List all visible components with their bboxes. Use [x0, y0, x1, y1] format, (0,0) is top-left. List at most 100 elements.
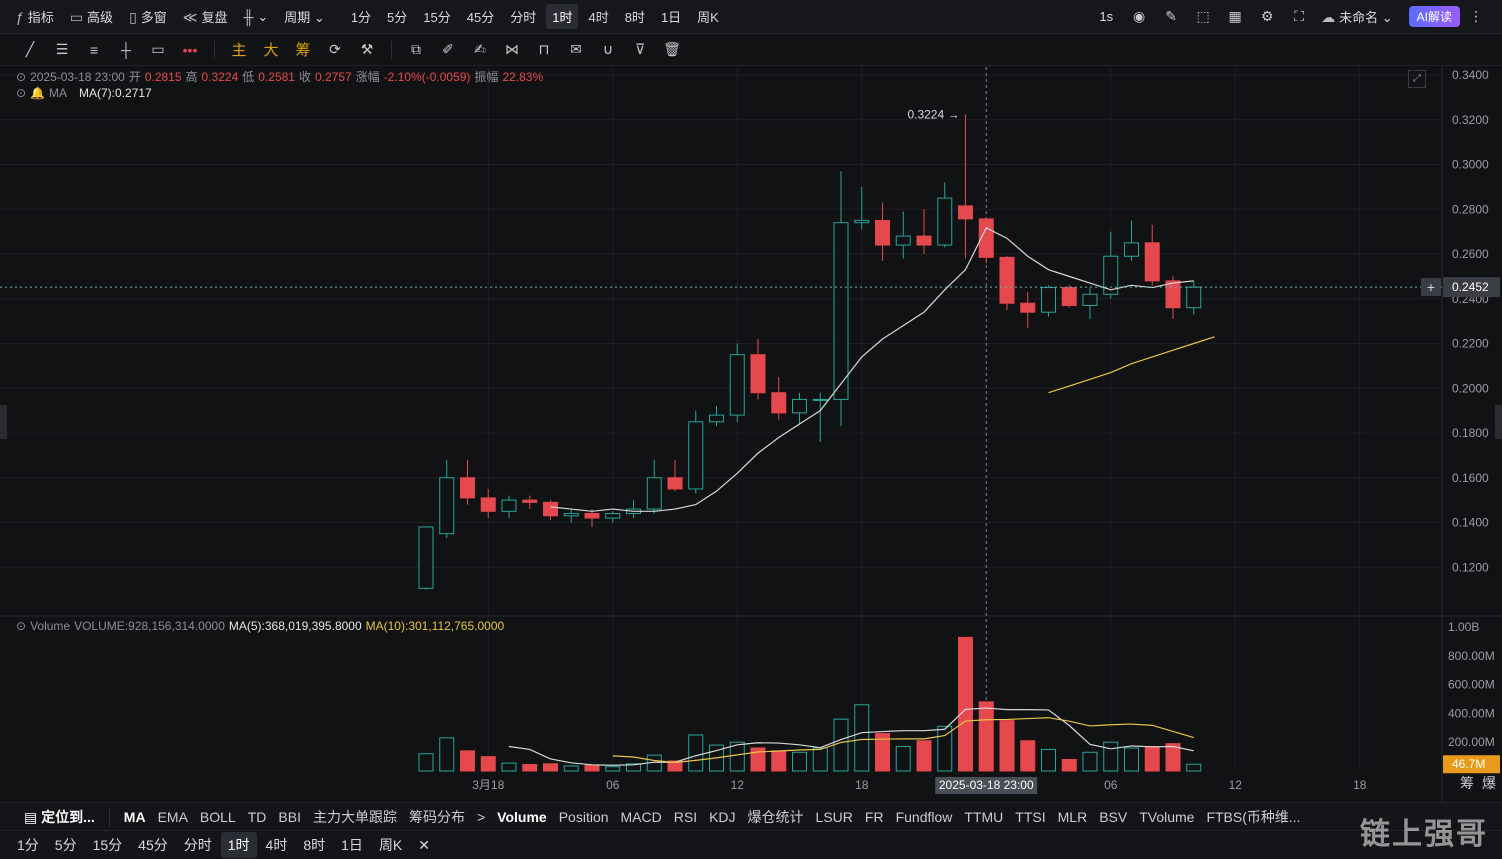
indicator-item[interactable]: TTSI	[1015, 808, 1046, 825]
left-panel-handle[interactable]	[0, 405, 7, 439]
volume-bar[interactable]	[978, 701, 994, 772]
period-tab[interactable]: 周K	[697, 10, 719, 25]
volume-bar[interactable]	[584, 764, 600, 772]
pen-icon[interactable]: ✐	[442, 41, 454, 57]
volume-bar[interactable]	[501, 762, 517, 772]
volume-bar[interactable]	[771, 750, 787, 772]
candle-body[interactable]	[667, 477, 683, 490]
period-tab[interactable]: 8时	[624, 10, 645, 25]
candle-body[interactable]	[688, 421, 704, 490]
candle-body[interactable]	[709, 414, 724, 423]
bottom-period-tab[interactable]: 4时	[265, 837, 288, 853]
candle-body[interactable]	[937, 197, 953, 246]
indicator-item[interactable]: >	[476, 808, 486, 825]
volume-bar[interactable]	[543, 763, 558, 772]
indicator-item[interactable]: BOLL	[199, 808, 236, 825]
chip-button[interactable]: 筹	[295, 42, 311, 59]
volume-bar[interactable]	[563, 765, 579, 772]
candle-body[interactable]	[771, 392, 787, 414]
expand-icon[interactable]: ⤢	[1408, 70, 1426, 88]
volume-bar[interactable]	[1103, 741, 1119, 772]
lock-icon[interactable]: ⊓	[538, 41, 550, 57]
volume-bar[interactable]	[1082, 751, 1098, 772]
candle-body[interactable]	[563, 513, 579, 517]
period-tab[interactable]: 分时	[510, 10, 537, 25]
volume-bar[interactable]	[1020, 740, 1036, 772]
ruler-icon[interactable]: ⚒	[360, 41, 374, 57]
indicator-item[interactable]: BSV	[1099, 808, 1128, 825]
indicator-item[interactable]: BBI	[278, 808, 301, 825]
volume-bar[interactable]	[958, 636, 973, 772]
edit-icon[interactable]: ✎	[1165, 8, 1177, 24]
more-menu-icon[interactable]: ⋮	[1469, 8, 1483, 24]
candle-body[interactable]	[584, 513, 600, 519]
volume-bar[interactable]	[667, 760, 683, 772]
ai-interpret-button[interactable]: AI解读	[1408, 6, 1460, 27]
indicator-item[interactable]: MLR	[1057, 808, 1088, 825]
right-panel-handle[interactable]	[1495, 405, 1502, 439]
candle-body[interactable]	[875, 219, 890, 246]
candle-body[interactable]	[833, 222, 849, 400]
candle-body[interactable]	[895, 235, 911, 246]
indicator-item[interactable]: RSI	[673, 808, 698, 825]
locate-button[interactable]: ▤ 定位到...	[18, 807, 101, 827]
volume-bar[interactable]	[1186, 763, 1202, 772]
volume-bar[interactable]	[522, 764, 538, 772]
volume-bar[interactable]	[1165, 743, 1181, 772]
candle-body[interactable]	[646, 477, 662, 510]
candle-body[interactable]	[1144, 242, 1160, 282]
candle-body[interactable]	[439, 477, 455, 535]
volume-bar[interactable]	[854, 704, 870, 772]
sync-icon[interactable]: ⟳	[329, 41, 341, 57]
bottom-period-tab[interactable]: ✕	[418, 836, 431, 853]
candle-body[interactable]	[750, 354, 766, 394]
indicator-item[interactable]: FTBS(币种维...	[1206, 808, 1301, 825]
volume-bar[interactable]	[626, 763, 641, 772]
more-dots-icon[interactable]: •••	[182, 41, 198, 58]
top-menu-4[interactable]: ╫ ⌄	[237, 6, 274, 28]
burst-label[interactable]: 爆	[1482, 775, 1496, 791]
candle-body[interactable]	[460, 477, 475, 499]
template-icon[interactable]: ▦	[1228, 8, 1242, 24]
candle-body[interactable]	[1082, 293, 1098, 306]
top-menu-5[interactable]: 周期 ⌄	[278, 4, 331, 29]
indicator-item[interactable]: 筹码分布	[408, 808, 465, 825]
volume-bar[interactable]	[916, 740, 932, 772]
indicator-item[interactable]: TTMU	[964, 808, 1004, 825]
plus-icon[interactable]: +	[1427, 279, 1435, 295]
scale-icon[interactable]: ⋈	[505, 41, 519, 57]
top-menu-3[interactable]: ≪ 复盘	[177, 4, 234, 29]
camera-icon[interactable]: ◉	[1133, 8, 1146, 24]
indicator-item[interactable]: 主力大单跟踪	[312, 808, 397, 825]
select-icon[interactable]: ⬚	[1196, 8, 1210, 24]
large-order-button[interactable]: 大	[263, 42, 279, 59]
volume-bar[interactable]	[937, 725, 953, 772]
candle-body[interactable]	[543, 501, 558, 517]
candle-body[interactable]	[1186, 286, 1202, 309]
candle-body[interactable]	[958, 205, 973, 220]
collapse-icon[interactable]: ⊙	[16, 619, 27, 633]
candle-body[interactable]	[1020, 302, 1036, 313]
candle-body[interactable]	[522, 499, 538, 503]
cross-line-icon[interactable]: ┼	[121, 41, 131, 58]
volume-bar[interactable]	[875, 733, 890, 772]
bottom-period-tab[interactable]: 45分	[138, 837, 168, 853]
trendline-icon[interactable]: ╱	[25, 41, 35, 57]
volume-bar[interactable]	[1144, 746, 1160, 772]
period-tab[interactable]: 1日	[660, 10, 682, 25]
volume-bar[interactable]	[1124, 747, 1139, 772]
candle-body[interactable]	[1061, 287, 1077, 306]
bottom-period-tab[interactable]: 1日	[341, 837, 363, 853]
candle-body[interactable]	[480, 497, 496, 512]
indicator-item[interactable]: MACD	[620, 808, 662, 825]
period-tab[interactable]: 4时	[588, 10, 609, 25]
candlestick-chart[interactable]: 0.34000.32000.30000.28000.26000.24000.22…	[0, 67, 1502, 802]
volume-bar[interactable]	[792, 751, 807, 772]
candle-body[interactable]	[1041, 287, 1056, 313]
cloud-layout-button[interactable]: ☁ 未命名 ⌄	[1315, 4, 1399, 29]
bottom-period-tab[interactable]: 8时	[303, 837, 326, 853]
candle-body[interactable]	[978, 218, 994, 258]
volume-bar[interactable]	[605, 766, 621, 772]
volume-bar[interactable]	[418, 753, 434, 772]
volume-bar[interactable]	[833, 718, 849, 772]
